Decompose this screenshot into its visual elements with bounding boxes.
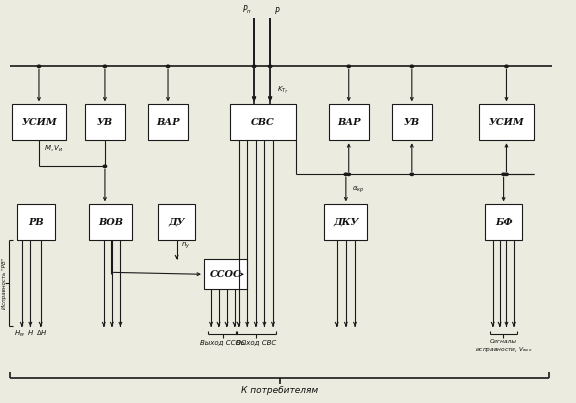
Circle shape bbox=[103, 165, 107, 168]
Text: УВ: УВ bbox=[97, 118, 113, 127]
Text: ДУ: ДУ bbox=[168, 218, 185, 227]
Text: УСИМ: УСИМ bbox=[488, 118, 524, 127]
Text: БФ: БФ bbox=[495, 218, 513, 227]
Text: $\alpha_{кр}$: $\alpha_{кр}$ bbox=[351, 184, 364, 195]
Bar bbox=[158, 204, 195, 240]
Bar bbox=[324, 204, 367, 240]
Text: $P$: $P$ bbox=[274, 5, 281, 17]
Text: ДКУ: ДКУ bbox=[333, 218, 358, 227]
Text: Выход ССОС: Выход ССОС bbox=[200, 339, 246, 345]
Circle shape bbox=[505, 173, 508, 176]
Text: ВАР: ВАР bbox=[156, 118, 180, 127]
Text: УВ: УВ bbox=[404, 118, 420, 127]
Bar bbox=[479, 104, 534, 140]
Circle shape bbox=[410, 65, 414, 68]
Bar bbox=[485, 204, 522, 240]
Text: Сигналы
исправности, $V_{вых}$: Сигналы исправности, $V_{вых}$ bbox=[475, 339, 532, 354]
Text: ВАР: ВАР bbox=[337, 118, 361, 127]
Text: Исправность "РВ": Исправность "РВ" bbox=[2, 258, 7, 309]
Circle shape bbox=[347, 65, 350, 68]
Bar bbox=[329, 104, 369, 140]
Text: $P_п$: $P_п$ bbox=[242, 4, 252, 17]
Text: $H$: $H$ bbox=[27, 328, 34, 337]
Text: $M, V_и$: $M, V_и$ bbox=[44, 144, 63, 154]
Circle shape bbox=[410, 173, 414, 176]
Text: РВ: РВ bbox=[28, 218, 44, 227]
Text: Выход СВС: Выход СВС bbox=[236, 339, 276, 345]
Text: $K_{T_T}$: $K_{T_T}$ bbox=[277, 85, 289, 96]
Text: УСИМ: УСИМ bbox=[21, 118, 57, 127]
Bar bbox=[17, 204, 55, 240]
Circle shape bbox=[268, 65, 272, 68]
Circle shape bbox=[37, 65, 41, 68]
Bar bbox=[204, 259, 247, 289]
Circle shape bbox=[166, 65, 170, 68]
Bar bbox=[230, 104, 295, 140]
Bar bbox=[89, 204, 132, 240]
Bar bbox=[148, 104, 188, 140]
Bar bbox=[392, 104, 432, 140]
Circle shape bbox=[344, 173, 347, 176]
Text: СВС: СВС bbox=[251, 118, 275, 127]
Text: ССОС: ССОС bbox=[210, 270, 241, 279]
Circle shape bbox=[502, 173, 505, 176]
Text: ВОВ: ВОВ bbox=[98, 218, 123, 227]
Bar bbox=[12, 104, 66, 140]
Text: К потребителям: К потребителям bbox=[241, 386, 319, 395]
Circle shape bbox=[347, 173, 350, 176]
Text: $n_y$: $n_y$ bbox=[181, 241, 190, 251]
Circle shape bbox=[103, 65, 107, 68]
Text: $H_м$: $H_м$ bbox=[14, 328, 25, 339]
Text: $\Delta H$: $\Delta H$ bbox=[36, 328, 48, 337]
Circle shape bbox=[505, 65, 508, 68]
Bar bbox=[85, 104, 125, 140]
Circle shape bbox=[252, 65, 256, 68]
